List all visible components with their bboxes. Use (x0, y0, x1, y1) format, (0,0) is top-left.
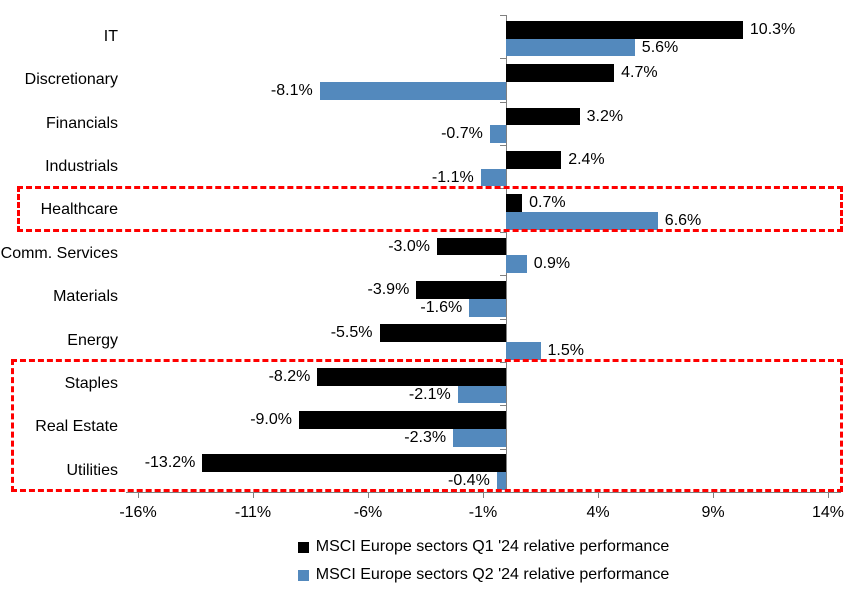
category-label-staples: Staples (64, 374, 118, 392)
value-label-q1-healthcare: 0.7% (529, 194, 566, 212)
category-label-comm-services: Comm. Services (0, 244, 118, 262)
value-label-q2-staples: -2.1% (408, 385, 451, 403)
bar-q2-utilities (496, 472, 506, 491)
legend-swatch-q1 (297, 541, 309, 553)
value-label-q2-it: 5.6% (641, 38, 679, 56)
x-axis-tick (253, 492, 254, 498)
defensives-highlight-box (11, 359, 843, 492)
value-label-q2-healthcare: 6.6% (664, 212, 702, 230)
bar-q1-financials (506, 107, 580, 126)
category-axis-tick (500, 318, 506, 320)
x-axis-tick-label: -11% (234, 504, 272, 521)
legend: MSCI Europe sectors Q1 '24 relative perf… (126, 538, 841, 584)
legend-item-q2: MSCI Europe sectors Q2 '24 relative perf… (297, 566, 670, 584)
value-label-q1-materials: -3.9% (367, 280, 410, 298)
x-axis-tick-label: 4% (586, 504, 610, 521)
bar-q2-energy (506, 342, 541, 360)
value-label-q1-it: 10.3% (749, 20, 796, 38)
category-label-industrials: Industrials (45, 158, 118, 176)
x-axis-tick-label: -16% (119, 504, 157, 521)
value-label-q1-financials: 3.2% (586, 107, 624, 125)
legend-swatch-q2 (297, 569, 309, 581)
bar-q2-it (506, 38, 635, 57)
x-axis-tick-label: -1% (468, 504, 498, 521)
category-label-materials: Materials (53, 288, 118, 306)
bar-q1-discretionary (506, 64, 615, 82)
bar-q2-financials (489, 125, 506, 144)
x-axis-tick (483, 492, 484, 498)
category-axis-tick (500, 405, 506, 407)
value-label-q1-discretionary: 4.7% (621, 64, 658, 82)
bar-q1-it (506, 20, 743, 39)
category-axis-tick (500, 15, 506, 16)
bar-q1-healthcare (506, 194, 523, 213)
x-axis-tick (828, 492, 829, 498)
value-label-q2-discretionary: -8.1% (270, 81, 313, 99)
value-label-q1-staples: -8.2% (268, 367, 311, 385)
category-axis-tick (500, 492, 506, 493)
category-axis-tick (500, 101, 506, 103)
category-label-financials: Financials (45, 114, 118, 132)
bar-q1-materials (416, 280, 506, 299)
bar-q1-utilities (202, 454, 506, 473)
category-axis-tick (500, 231, 506, 233)
legend-label-q1: MSCI Europe sectors Q1 '24 relative perf… (315, 538, 670, 555)
value-label-q2-materials: -1.6% (420, 298, 463, 316)
bar-q2-industrials (480, 168, 506, 187)
category-label-healthcare: Healthcare (40, 201, 118, 219)
bar-q2-comm-services (506, 255, 527, 274)
category-axis-tick (500, 145, 506, 147)
category-axis-tick (500, 361, 506, 363)
value-label-q1-energy: -5.5% (330, 324, 373, 342)
value-label-q2-utilities: -0.4% (448, 472, 490, 490)
bar-q2-healthcare (506, 212, 658, 230)
x-axis-tick (138, 492, 139, 498)
category-label-utilities: Utilities (66, 461, 118, 479)
bar-q1-comm-services (437, 237, 506, 256)
category-label-discretionary: Discretionary (24, 71, 118, 89)
value-label-q2-energy: 1.5% (547, 342, 584, 360)
healthcare-highlight-box (17, 185, 843, 232)
value-label-q1-real-estate: -9.0% (250, 411, 292, 429)
x-axis-tick (598, 492, 599, 498)
x-axis-tick (713, 492, 714, 498)
x-axis-tick-label: 14% (811, 504, 845, 521)
value-label-q2-financials: -0.7% (441, 125, 483, 143)
value-label-q1-utilities: -13.2% (144, 454, 196, 472)
bar-q2-materials (469, 298, 506, 317)
x-axis-tick-label: 9% (701, 504, 725, 521)
bar-q2-discretionary (319, 81, 506, 100)
category-axis-tick (500, 448, 506, 450)
value-label-q2-comm-services: 0.9% (533, 255, 571, 273)
category-label-energy: Energy (67, 331, 118, 349)
legend-item-q1: MSCI Europe sectors Q1 '24 relative perf… (297, 538, 670, 556)
x-axis-tick (368, 492, 369, 498)
value-label-q2-real-estate: -2.3% (404, 428, 447, 446)
legend-label-q2: MSCI Europe sectors Q2 '24 relative perf… (315, 566, 670, 583)
y-axis-line (506, 15, 507, 492)
bar-q1-real-estate (299, 411, 506, 429)
category-label-it: IT (103, 28, 118, 45)
category-axis-tick (500, 188, 506, 190)
value-label-q1-comm-services: -3.0% (388, 237, 430, 255)
x-axis-tick-label: -6% (353, 504, 383, 521)
bar-q2-staples (457, 385, 506, 404)
category-label-real-estate: Real Estate (35, 418, 118, 436)
bar-q1-industrials (506, 150, 562, 169)
bar-q1-staples (317, 367, 506, 386)
category-axis-tick (500, 58, 506, 60)
bar-q1-energy (379, 324, 506, 343)
bar-q2-real-estate (453, 428, 506, 447)
category-axis-tick (500, 275, 506, 277)
value-label-q2-industrials: -1.1% (431, 168, 474, 186)
value-label-q1-industrials: 2.4% (568, 150, 605, 168)
